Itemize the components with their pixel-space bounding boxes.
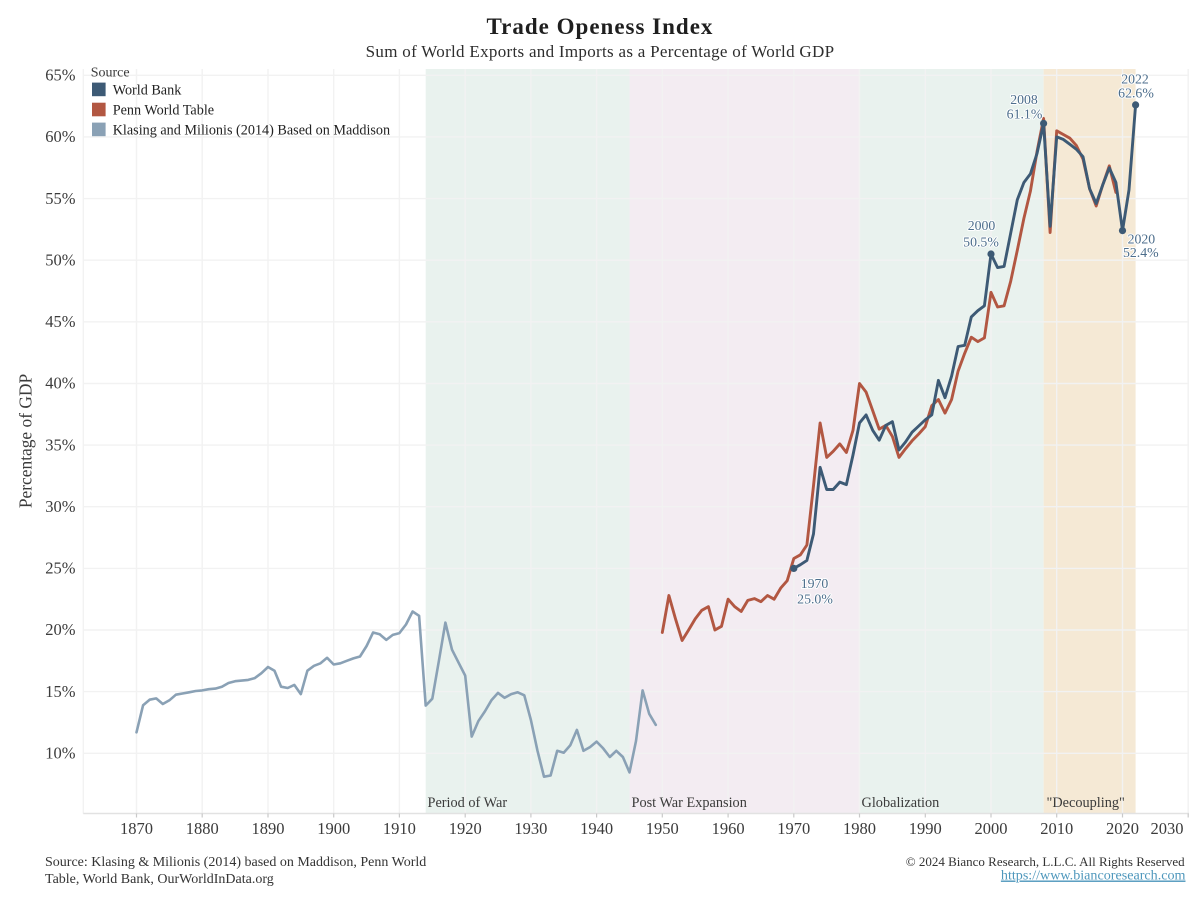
svg-text:1880: 1880 [186,819,219,838]
svg-text:52.4%: 52.4% [1123,245,1159,260]
svg-text:1950: 1950 [646,819,679,838]
svg-text:1870: 1870 [120,819,153,838]
svg-text:2020: 2020 [1128,231,1156,246]
svg-text:© 2024 Bianco Research, L.L.C.: © 2024 Bianco Research, L.L.C. All Right… [906,854,1185,869]
svg-text:65%: 65% [45,66,76,85]
svg-text:1890: 1890 [252,819,285,838]
svg-text:"Decoupling": "Decoupling" [1047,795,1125,811]
svg-text:1940: 1940 [580,819,613,838]
svg-text:Sum of World Exports and Impor: Sum of World Exports and Imports as a Pe… [366,42,835,61]
svg-text:50.5%: 50.5% [963,234,999,249]
svg-text:45%: 45% [45,312,76,331]
svg-text:55%: 55% [45,189,76,208]
svg-text:1970: 1970 [801,576,829,591]
svg-text:2008: 2008 [1010,92,1038,107]
svg-text:Globalization: Globalization [862,795,940,811]
svg-text:2020: 2020 [1106,819,1139,838]
svg-text:25.0%: 25.0% [797,591,833,606]
svg-text:https://www.biancoresearch.com: https://www.biancoresearch.com [1001,868,1186,884]
svg-text:Percentage of GDP: Percentage of GDP [16,374,36,508]
svg-text:Trade Openess Index: Trade Openess Index [487,14,714,39]
svg-text:15%: 15% [45,682,76,701]
svg-text:50%: 50% [45,250,76,269]
svg-text:62.6%: 62.6% [1118,85,1154,100]
svg-text:1990: 1990 [909,819,942,838]
svg-text:40%: 40% [45,374,76,393]
svg-text:Period of War: Period of War [428,795,508,811]
svg-text:1930: 1930 [514,819,547,838]
svg-text:10%: 10% [45,743,76,762]
svg-text:60%: 60% [45,127,76,146]
svg-text:Table, World Bank, OurWorldInD: Table, World Bank, OurWorldInData.org [45,872,274,887]
svg-text:Klasing and Milionis (2014) Ba: Klasing and Milionis (2014) Based on Mad… [113,122,390,138]
svg-text:2030: 2030 [1151,819,1184,838]
svg-text:World Bank: World Bank [113,82,183,98]
svg-text:20%: 20% [45,620,76,639]
svg-text:61.1%: 61.1% [1007,106,1043,121]
svg-text:1920: 1920 [449,819,482,838]
svg-text:Source: Klasing & Milionis (20: Source: Klasing & Milionis (2014) based … [45,855,426,870]
svg-text:2010: 2010 [1040,819,1073,838]
svg-text:Source: Source [91,66,130,81]
svg-text:2000: 2000 [975,819,1008,838]
svg-text:2022: 2022 [1121,71,1149,86]
svg-text:Post War Expansion: Post War Expansion [632,795,747,811]
svg-text:1980: 1980 [843,819,876,838]
svg-text:2000: 2000 [968,218,996,233]
svg-text:30%: 30% [45,497,76,516]
svg-text:1900: 1900 [317,819,350,838]
svg-text:1970: 1970 [777,819,810,838]
svg-text:25%: 25% [45,559,76,578]
svg-text:Penn World Table: Penn World Table [113,103,214,119]
svg-text:35%: 35% [45,435,76,454]
svg-text:1960: 1960 [712,819,745,838]
svg-text:1910: 1910 [383,819,416,838]
